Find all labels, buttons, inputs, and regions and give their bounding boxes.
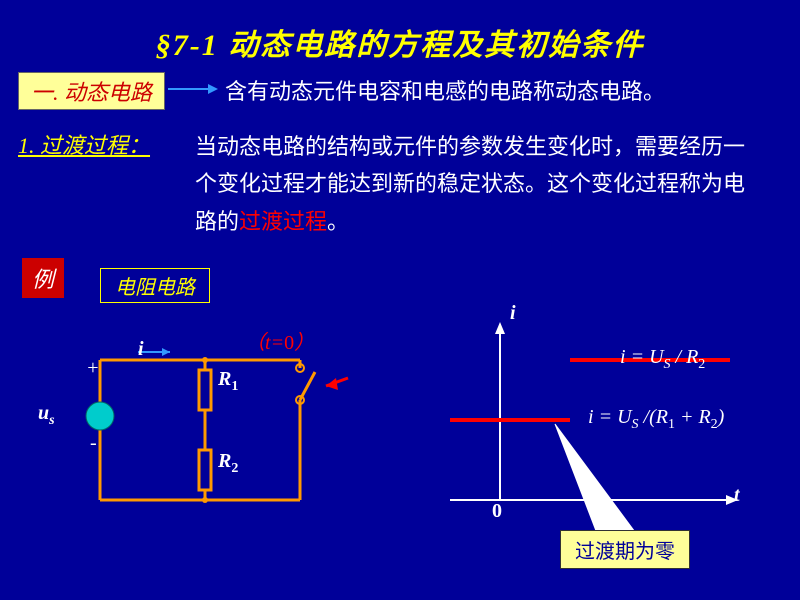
- plot-x-label: t: [734, 484, 740, 507]
- section-1-definition: 含有动态元件电容和电感的电路称动态电路。: [225, 74, 665, 106]
- eq-top: i = US / R2: [620, 346, 705, 373]
- minus-label: -: [90, 432, 97, 455]
- us-label: us: [38, 402, 55, 429]
- sub-1-body-highlight: 过渡过程: [239, 209, 327, 234]
- circuit-diagram: [30, 300, 390, 540]
- sub-1-body-suffix: 。: [327, 209, 349, 234]
- r2-label: R2: [218, 450, 238, 477]
- t-zero-label: （t=0）: [245, 326, 314, 355]
- plot-y-label: i: [510, 302, 516, 325]
- eq-bottom: i = US /(R1 + R2): [588, 406, 724, 433]
- note-box: 过渡期为零: [560, 530, 690, 569]
- circuit-box-label: 电阻电路: [100, 268, 210, 303]
- section-1-label: 一. 动态电路: [18, 72, 165, 110]
- section-arrow-line: [168, 88, 208, 90]
- example-tag: 例: [22, 258, 64, 298]
- r1-label: R1: [218, 368, 238, 395]
- page-title: §7-1 动态电路的方程及其初始条件: [0, 0, 800, 72]
- sub-1-body: 当动态电路的结构或元件的参数发生变化时，需要经历一个变化过程才能达到新的稳定状态…: [195, 128, 755, 240]
- plot-origin: 0: [492, 500, 502, 523]
- plus-label: +: [86, 357, 100, 380]
- i-label: i: [138, 338, 144, 361]
- sub-1-label: 1. 过渡过程：: [18, 128, 150, 160]
- section-arrow-head: [208, 84, 218, 94]
